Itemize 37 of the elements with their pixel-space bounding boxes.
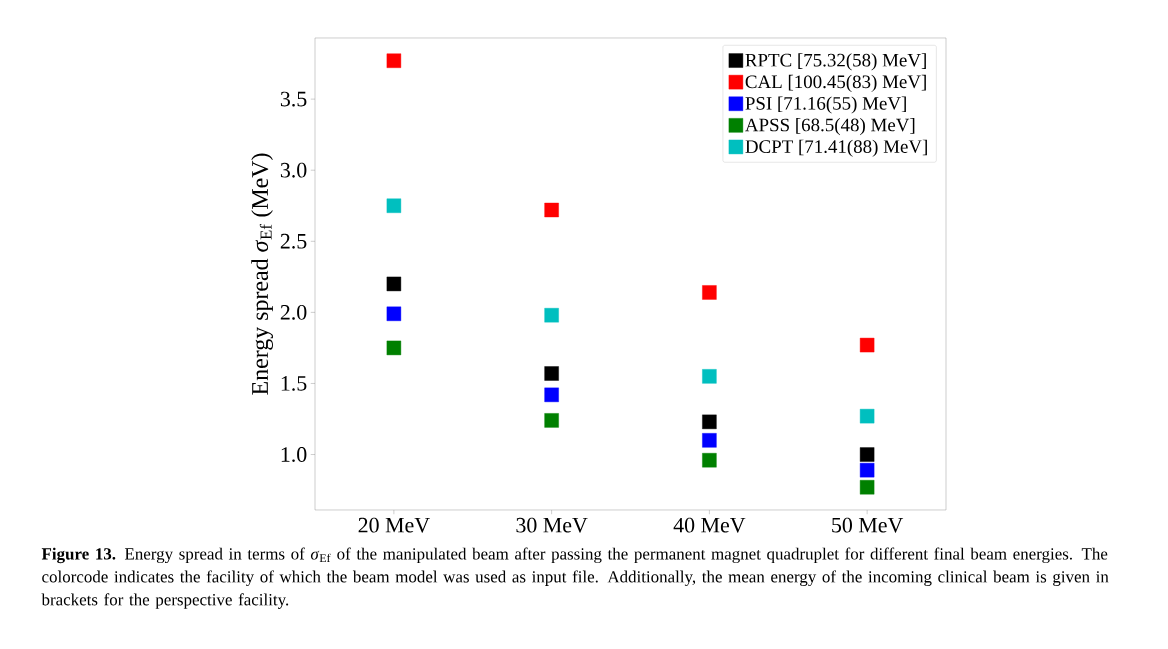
legend-label: PSI [71.16(55) MeV] bbox=[745, 96, 906, 114]
point bbox=[386, 276, 402, 292]
legend-label: DCPT [71.41(88) MeV] bbox=[745, 139, 927, 157]
y-tick-label: 1.0 bbox=[281, 447, 307, 462]
x-tick-label: 20 MeV bbox=[358, 517, 430, 533]
x-tick-label: 30 MeV bbox=[516, 517, 588, 533]
y-tick-label: 1.5 bbox=[281, 376, 307, 391]
point bbox=[386, 340, 402, 356]
legend-label: CAL [100.45(83) MeV] bbox=[745, 74, 926, 92]
point bbox=[859, 408, 875, 424]
point bbox=[544, 202, 559, 218]
point bbox=[702, 285, 717, 300]
point bbox=[544, 366, 559, 381]
point bbox=[702, 453, 717, 468]
y-tick-label: 2.0 bbox=[280, 304, 307, 320]
y-tick-label: 3.0 bbox=[280, 162, 307, 178]
y-tick-label: 2.5 bbox=[280, 233, 307, 249]
point bbox=[544, 387, 559, 403]
point bbox=[544, 308, 559, 323]
point bbox=[859, 480, 875, 495]
point bbox=[702, 414, 717, 430]
point bbox=[386, 198, 402, 213]
point bbox=[544, 413, 559, 428]
point bbox=[702, 433, 717, 448]
point bbox=[702, 369, 717, 384]
x-tick-label: 40 MeV bbox=[673, 517, 746, 533]
point bbox=[859, 462, 875, 478]
point bbox=[859, 337, 875, 353]
point bbox=[859, 447, 875, 462]
point bbox=[386, 306, 402, 321]
legend-label: APSS [68.5(48) MeV] bbox=[745, 118, 915, 136]
y-tick-label: 3.5 bbox=[280, 91, 307, 107]
y-axis-title: Energy spread σ$_{Ef}$ (MeV) bbox=[251, 153, 273, 395]
legend-label: RPTC [75.32(58) MeV] bbox=[745, 53, 926, 71]
point bbox=[386, 53, 402, 68]
x-tick-label: 50 MeV bbox=[832, 517, 904, 533]
text: Figure 13. Energy spread in terms of σ$_{Ef}$ of the manipulated beam after passing the permanent magnet quadruplet for different final beam energies. The colorcode indicates the facility of which the beam model was used as input file. Additionally, the mean energy of the incoming clinical beam is given in brackets for the perspective facility. bbox=[41, 547, 1109, 609]
